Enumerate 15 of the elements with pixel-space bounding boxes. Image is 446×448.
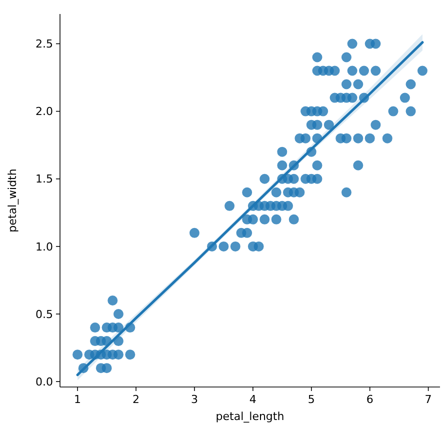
x-tick-label: 2 bbox=[132, 393, 140, 406]
x-tick-label: 3 bbox=[190, 393, 198, 406]
x-tick-label: 1 bbox=[74, 393, 82, 406]
x-tick-label: 5 bbox=[308, 393, 315, 406]
x-axis-title: petal_length bbox=[216, 410, 284, 423]
y-tick-label: 0.0 bbox=[36, 375, 53, 388]
x-tick-label: 4 bbox=[249, 393, 256, 406]
y-tick-label: 2.5 bbox=[36, 38, 53, 51]
y-tick-label: 1.0 bbox=[36, 240, 53, 254]
y-tick-label: 1.5 bbox=[36, 172, 53, 186]
y-tick-label: 2.0 bbox=[36, 105, 53, 118]
x-tick-label: 6 bbox=[366, 393, 374, 406]
x-tick-label: 7 bbox=[424, 393, 432, 406]
y-axis-title: petal_width bbox=[6, 168, 19, 232]
y-tick-label: 0.5 bbox=[36, 308, 53, 321]
